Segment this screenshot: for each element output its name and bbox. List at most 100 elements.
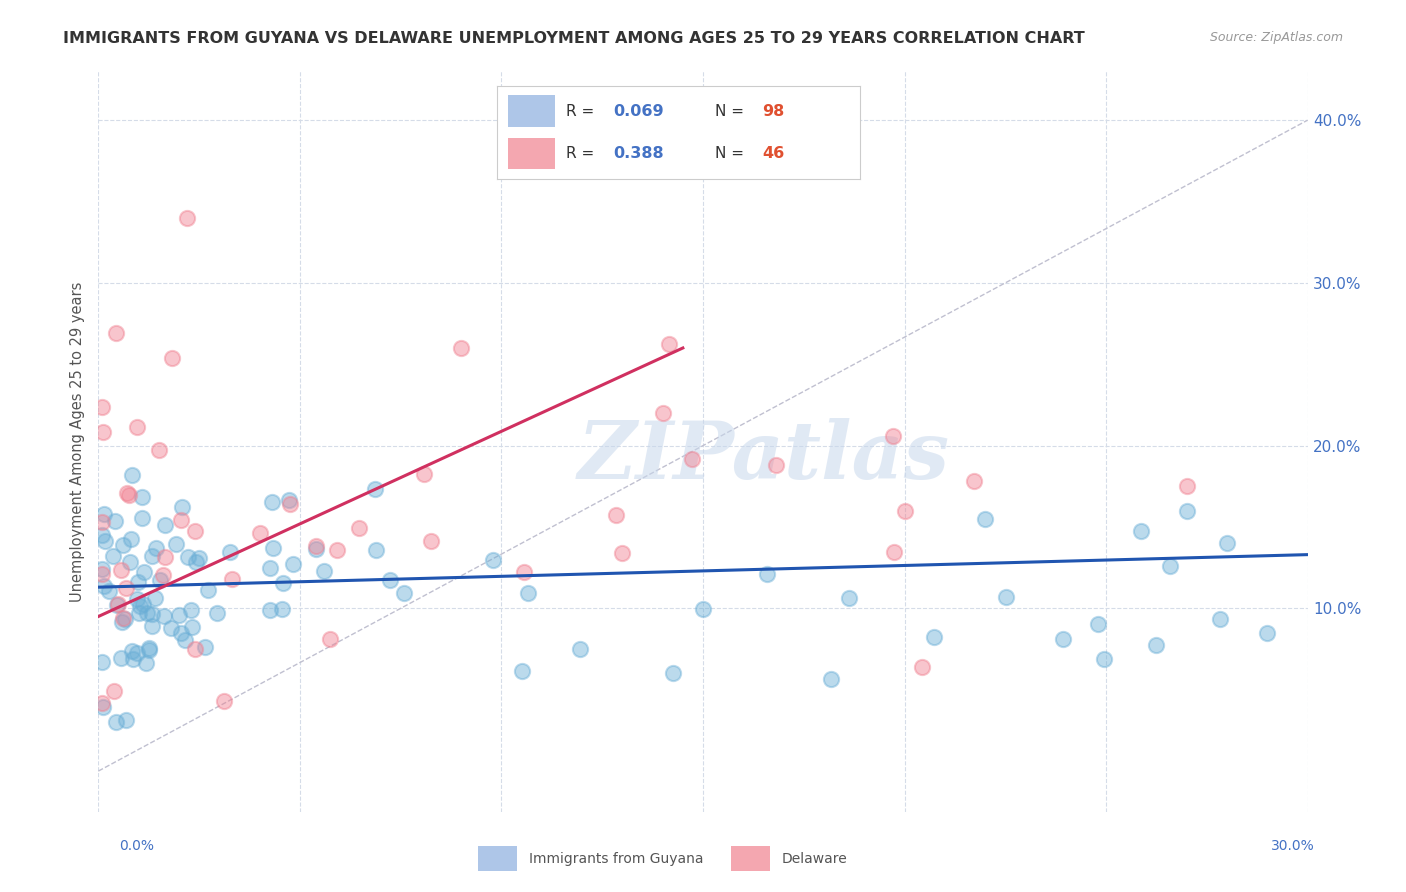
Point: [118, 555, 141, 569]
Point: [152, 567, 174, 582]
Point: [314, 565, 336, 579]
Point: [167, 608, 190, 623]
Point: [114, 612, 136, 626]
Point: [141, 619, 163, 633]
Point: [149, 574, 172, 588]
Point: [141, 549, 163, 563]
Point: [125, 646, 148, 660]
Point: [121, 467, 143, 482]
Point: [364, 482, 387, 496]
Point: [420, 534, 443, 549]
Point: [271, 602, 294, 616]
Point: [110, 650, 132, 665]
Point: [93, 507, 115, 521]
Point: [165, 537, 187, 551]
Point: [756, 566, 779, 581]
Point: [262, 495, 284, 509]
Point: [194, 640, 217, 654]
Point: [112, 611, 135, 625]
Point: [1209, 612, 1232, 626]
Point: [1129, 524, 1152, 538]
Point: [104, 715, 127, 730]
Point: [127, 420, 149, 434]
Point: [131, 511, 153, 525]
Point: [1216, 536, 1239, 550]
Point: [278, 493, 301, 508]
Point: [129, 599, 152, 614]
Point: [145, 541, 167, 555]
Point: [170, 513, 193, 527]
Text: Source: ZipAtlas.com: Source: ZipAtlas.com: [1209, 31, 1343, 45]
Point: [281, 557, 304, 571]
Point: [93, 700, 115, 714]
Point: [259, 603, 281, 617]
Point: [122, 652, 145, 666]
Point: [91, 655, 114, 669]
Point: [91, 400, 114, 414]
Text: Immigrants from Guyana: Immigrants from Guyana: [529, 852, 703, 865]
Point: [513, 566, 536, 580]
Point: [170, 625, 193, 640]
Point: [148, 443, 170, 458]
Point: [1175, 479, 1198, 493]
Point: [212, 694, 235, 708]
Point: [205, 606, 228, 620]
Point: [184, 642, 207, 657]
Point: [173, 632, 195, 647]
Point: [93, 579, 115, 593]
Point: [305, 539, 328, 553]
Point: [347, 520, 370, 534]
Point: [974, 512, 997, 526]
Point: [765, 458, 787, 472]
Point: [180, 603, 202, 617]
Point: [838, 591, 860, 605]
Point: [366, 542, 388, 557]
Point: [186, 555, 208, 569]
Point: [911, 660, 934, 674]
Point: [110, 563, 132, 577]
Point: [160, 351, 183, 366]
Point: [512, 665, 534, 679]
Point: [1052, 632, 1074, 646]
Text: ZIPatlas: ZIPatlas: [578, 417, 949, 495]
Point: [271, 576, 294, 591]
Point: [115, 581, 138, 595]
Point: [132, 597, 155, 611]
Point: [280, 498, 302, 512]
Point: [136, 606, 159, 620]
Point: [197, 582, 219, 597]
Text: 0.0%: 0.0%: [120, 838, 155, 853]
Point: [1092, 652, 1115, 666]
Point: [117, 488, 139, 502]
Point: [114, 713, 136, 727]
Point: [259, 561, 281, 575]
Point: [994, 591, 1017, 605]
Point: [394, 585, 416, 599]
Point: [610, 546, 633, 560]
Point: [170, 500, 193, 514]
Point: [91, 425, 114, 439]
Point: [482, 552, 505, 566]
Point: [177, 549, 200, 564]
Text: Delaware: Delaware: [782, 852, 848, 865]
Point: [1175, 504, 1198, 518]
Point: [180, 620, 202, 634]
Point: [127, 591, 149, 606]
Point: [249, 526, 271, 541]
Point: [176, 211, 198, 225]
Point: [184, 524, 207, 538]
Point: [1256, 625, 1278, 640]
Point: [882, 428, 904, 442]
Point: [112, 538, 135, 552]
Point: [605, 508, 627, 523]
Point: [107, 599, 129, 613]
Point: [153, 517, 176, 532]
Bar: [478, 847, 517, 871]
Point: [658, 336, 681, 351]
Point: [963, 475, 986, 489]
Point: [692, 602, 714, 616]
Point: [121, 644, 143, 658]
Point: [883, 545, 905, 559]
Point: [141, 607, 163, 622]
Point: [138, 642, 160, 657]
